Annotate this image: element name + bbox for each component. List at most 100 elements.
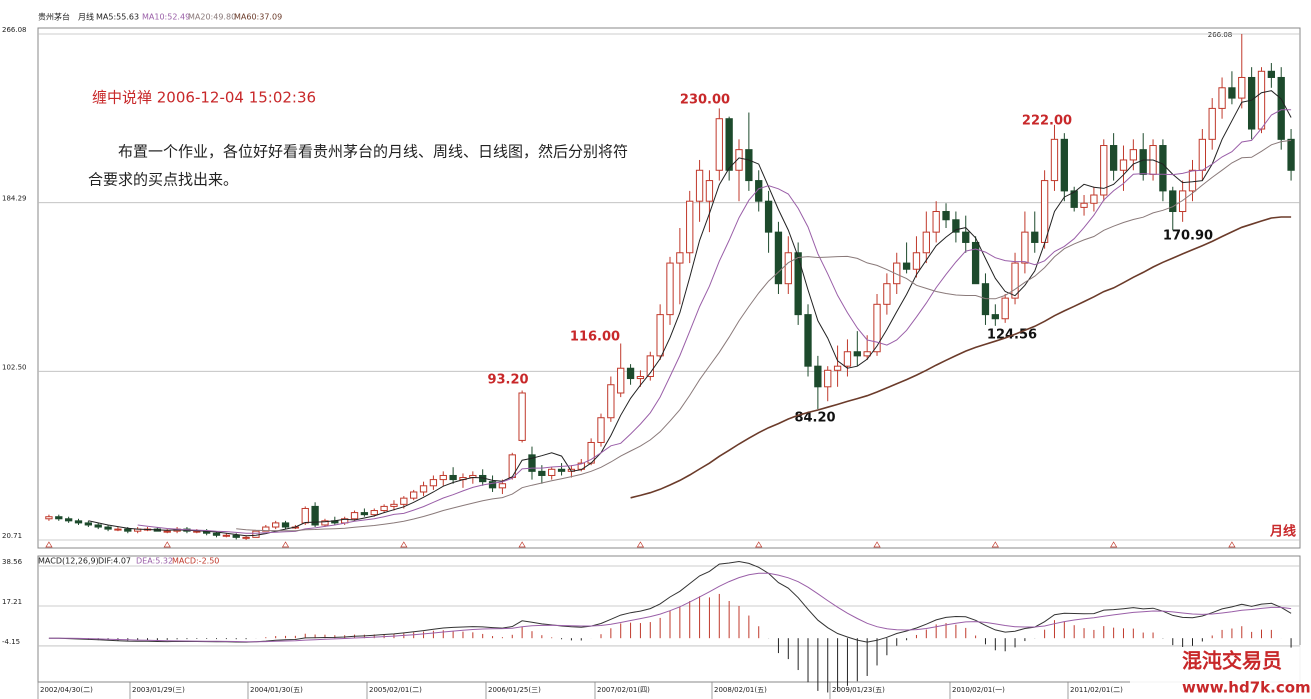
y-tick-label: 266.08 xyxy=(2,26,27,34)
marker-triangle xyxy=(636,541,645,548)
candle-body xyxy=(1090,194,1098,204)
note-title: 缠中说禅 2006-12-04 15:02:36 xyxy=(92,89,316,107)
candle-body xyxy=(725,118,733,171)
candle-body xyxy=(666,262,674,316)
candle-body xyxy=(814,365,822,388)
marker-triangle xyxy=(163,541,171,548)
annotation: 93.20 xyxy=(487,373,528,388)
candle-body xyxy=(528,454,536,472)
candle-body xyxy=(557,468,566,472)
candle-body xyxy=(656,314,664,357)
candle-body xyxy=(163,530,171,533)
candle-body xyxy=(1011,262,1019,299)
watermark-bg xyxy=(1130,645,1311,699)
x-tick-label: 2002/04/30(二) xyxy=(40,686,93,694)
candle-body xyxy=(449,474,457,481)
candle-body xyxy=(1277,76,1285,140)
dea-line xyxy=(48,572,1292,643)
watermark: www.hd7k.com xyxy=(1182,679,1311,697)
x-tick-label: 2011/02/01(二) xyxy=(1070,686,1123,694)
candle-body xyxy=(1139,149,1147,175)
candle-body xyxy=(74,520,83,524)
candle-body xyxy=(715,118,723,171)
candle-body xyxy=(370,510,378,516)
candle-body xyxy=(705,180,714,202)
candle-body xyxy=(114,528,122,531)
ma-line xyxy=(88,90,1292,537)
marker-triangle xyxy=(873,541,881,548)
candle-body xyxy=(55,516,63,520)
x-tick-label: 2009/01/23(五) xyxy=(832,686,885,694)
main-panel xyxy=(37,27,1301,549)
candle-body xyxy=(962,231,970,243)
candle-body xyxy=(242,536,250,539)
candle-body xyxy=(971,241,980,285)
candle-body xyxy=(636,375,645,380)
y-tick-label: 17.21 xyxy=(2,598,22,606)
candle-body xyxy=(222,534,231,537)
candle-body xyxy=(646,355,654,377)
candle-body xyxy=(410,491,418,499)
candle-body xyxy=(893,262,901,285)
candle-body xyxy=(1208,107,1216,140)
candle-body xyxy=(794,252,802,316)
candle-body xyxy=(419,485,428,493)
x-tick-label: 2007/02/01(四) xyxy=(597,686,650,694)
candle-body xyxy=(1070,190,1078,208)
candle-body xyxy=(488,481,497,489)
marker-triangle xyxy=(518,541,526,548)
annotation: 230.00 xyxy=(680,93,730,108)
candle-body xyxy=(843,351,852,367)
candle-body xyxy=(64,518,73,522)
candle-body xyxy=(686,200,694,254)
annotation: 116.00 xyxy=(570,330,620,345)
candle-body xyxy=(991,314,999,320)
candle-body xyxy=(311,505,319,526)
ma-legend: MA60:37.09 xyxy=(234,13,282,22)
candle-body xyxy=(360,512,369,516)
candle-body xyxy=(301,507,309,524)
candle-body xyxy=(784,252,792,285)
macd-legend: MACD:-2.50 xyxy=(172,557,219,566)
y-tick-label: -4.15 xyxy=(2,638,20,646)
marker-triangle xyxy=(1228,541,1236,548)
candle-body xyxy=(252,530,260,538)
marker-triangle xyxy=(45,541,53,548)
macd-panel xyxy=(37,555,1301,683)
candle-body xyxy=(824,369,832,388)
x-tick-label: 2003/01/29(三) xyxy=(132,686,185,694)
candle-body xyxy=(1031,231,1039,243)
ma-legend: MA5:55.63 xyxy=(96,13,139,22)
candle-body xyxy=(1228,87,1236,99)
candle-body xyxy=(1257,70,1266,130)
candle-body xyxy=(1100,145,1108,196)
candle-body xyxy=(764,200,773,233)
candle-body xyxy=(390,503,398,507)
candle-body xyxy=(1119,159,1128,171)
x-tick-label: 2004/01/30(五) xyxy=(250,686,303,694)
candle-body xyxy=(212,532,221,536)
watermark: 混沌交易员 xyxy=(1182,649,1282,673)
candle-body xyxy=(1129,149,1137,161)
period: 月线 xyxy=(78,12,94,22)
candle-body xyxy=(94,524,102,528)
candle-body xyxy=(1169,190,1177,213)
candle-body xyxy=(1188,169,1197,192)
candle-body xyxy=(104,526,112,530)
x-tick-label: 2008/02/01(五) xyxy=(714,686,767,694)
candle-body xyxy=(902,262,911,270)
candle-body xyxy=(607,384,615,419)
candle-body xyxy=(548,468,556,476)
candle-body xyxy=(232,534,240,538)
x-tick-label: 2005/02/01(二) xyxy=(369,686,422,694)
candle-body xyxy=(735,149,743,171)
candle-body xyxy=(508,454,516,479)
annotation: 266.08 xyxy=(1208,31,1233,39)
y-tick-label: 102.50 xyxy=(2,363,27,371)
annotation: 84.20 xyxy=(794,411,835,426)
candle-body xyxy=(1159,145,1167,192)
candle-body xyxy=(439,474,447,481)
candle-body xyxy=(617,367,625,394)
macd-legend: MACD(12,26,9) xyxy=(38,557,99,566)
